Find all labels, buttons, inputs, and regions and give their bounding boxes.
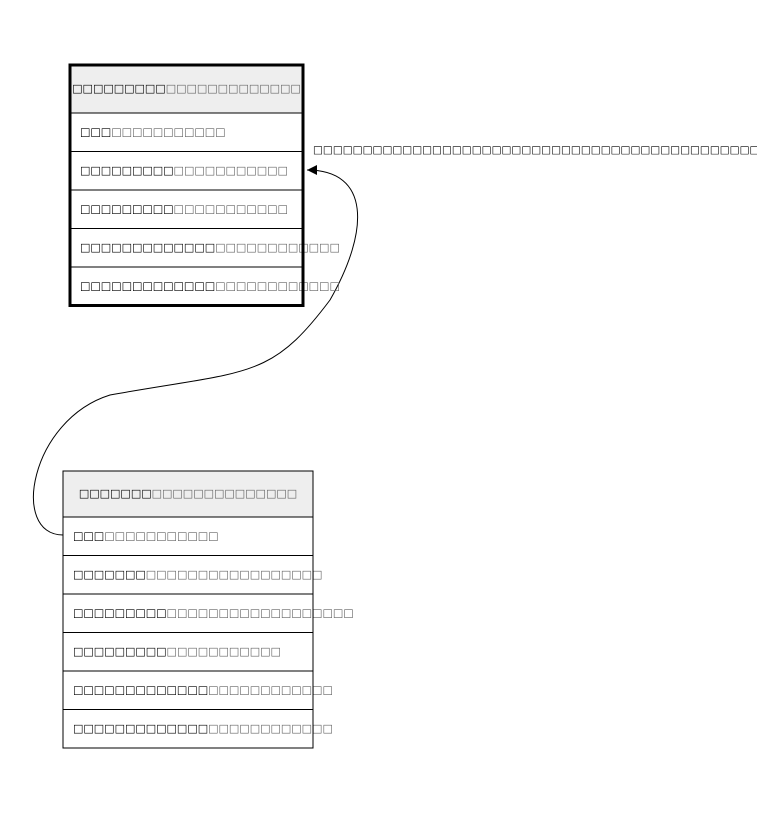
row-key: □□□□□□□□□□□□□ [73,683,208,696]
row-note: □□□□□□□□□□□ [174,164,288,177]
row-note: □□□□□□□□□□□ [174,202,288,215]
table-border [62,470,314,749]
row-key: □□□□□□□□□□□□□ [73,722,208,735]
row-text: □□□□□□□□□□□□□□□□□□□□□□□□□ [73,683,333,696]
row-text: □□□□□□□□□□□□□□ [80,125,226,138]
row-text: □□□□□□□□□□□□□□□□□□□□ [80,202,288,215]
row-text: □□□□□□□□□□□□□□□□□□□□ [73,645,281,658]
row-text: □□□□□□□□□□□□□□□□□□□□□□□□□□□ [73,606,354,619]
row-text: □□□□□□□□□□□□□□ [73,529,219,542]
row-note: □□□□□□□□□□□ [167,645,281,658]
title-note: □□□□□□□□□□□□□ [166,82,301,95]
row-note: □□□□□□□□□□□□□□□□□□ [167,606,354,619]
row-text: □□□□□□□□□□□□□□□□□□□□□□□□ [73,568,322,581]
row-text: □□□□□□□□□□□□□□□□□□□□□□□□□ [80,279,340,292]
row-note: □□□□□□□□□□□ [104,529,218,542]
row-key: □□□□□□□□□ [80,164,174,177]
row-note: □□□□□□□□□□□□ [208,722,333,735]
title-note: □□□□□□□□□□□□□□ [152,487,298,500]
row-key: □□□□□□□ [73,568,146,581]
title-key: □□□□□□□□□ [72,82,166,95]
row-note: □□□□□□□□□□□□ [215,279,340,292]
title-key: □□□□□□□ [79,487,152,500]
row-note: □□□□□□□□□□□□ [208,683,333,696]
row-key: □□□□□□□□□□□□□ [80,279,215,292]
row-text: □□□□□□□□□□□□□□□□□□□□ [80,164,288,177]
table-title: □□□□□□□□□□□□□□□□□□□□□ [79,487,297,500]
row-key: □□□□□□□□□ [73,606,167,619]
table-title: □□□□□□□□□□□□□□□□□□□□□□ [72,82,301,95]
edge [32,165,359,536]
table-border [68,63,305,307]
row-key: □□□□□□□□□□□□□ [80,241,215,254]
table-header-bg [70,65,303,113]
row-key: □□□□□□□□□ [80,202,174,215]
row-text: □□□□□□□□□□□□□□□□□□□□□□□□□ [80,241,340,254]
edge-label: □□□□□□□□□□□□□□□□□□□□□□□□□□□□□□□□□□□□□□□□… [313,144,757,156]
row-key: □□□□□□□□□ [73,645,167,658]
table: □□□□□□□□□□□□□□□□□□□□□□□□□□□□□□□□□□□□□□□□… [68,63,340,307]
row-key: □□□ [73,529,104,542]
row-note: □□□□□□□□□□□ [111,125,225,138]
row-text: □□□□□□□□□□□□□□□□□□□□□□□□□ [73,722,333,735]
table-header-bg [63,471,313,517]
row-note: □□□□□□□□□□□□ [215,241,340,254]
row-key: □□□ [80,125,111,138]
table: □□□□□□□□□□□□□□□□□□□□□□□□□□□□□□□□□□□□□□□□… [62,470,354,749]
row-note: □□□□□□□□□□□□□□□□□ [146,568,323,581]
